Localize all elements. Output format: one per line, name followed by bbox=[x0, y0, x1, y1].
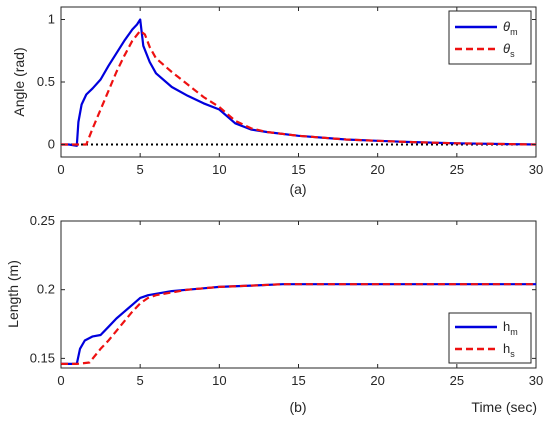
y-tick-label: 0.25 bbox=[30, 213, 55, 228]
y-tick-label: 0 bbox=[48, 137, 55, 152]
panel-caption-a: (a) bbox=[289, 181, 306, 197]
series-line-h-s bbox=[61, 283, 536, 365]
x-tick-label: 10 bbox=[212, 162, 226, 177]
panel-a: 0 5 10 15 20 25 30 00.51 Angle (rad) (a) θm θs bbox=[11, 6, 543, 197]
legend-label-theta-s: θs bbox=[503, 41, 515, 59]
x-tick-label: 25 bbox=[450, 162, 464, 177]
x-tick-label: 5 bbox=[137, 162, 144, 177]
legend-label-theta-m: θm bbox=[503, 19, 518, 37]
legend-a: θm θs bbox=[448, 10, 532, 65]
x-axis-ticks-a: 0 5 10 15 20 25 30 bbox=[57, 7, 543, 177]
x-axis-label-b: Time (sec) bbox=[471, 399, 537, 415]
x-tick-label: 10 bbox=[212, 373, 226, 388]
legend-label-h-m: hm bbox=[503, 319, 518, 337]
x-tick-label: 25 bbox=[450, 373, 464, 388]
y-tick-label: 0.2 bbox=[37, 282, 55, 297]
y-axis-ticks-a: 00.51 bbox=[37, 12, 536, 152]
legend-label-h-s: hs bbox=[503, 341, 515, 359]
series-layer-b bbox=[61, 283, 536, 365]
x-tick-label: 5 bbox=[137, 373, 144, 388]
y-tick-label: 0.15 bbox=[30, 350, 55, 365]
x-tick-label: 30 bbox=[529, 373, 543, 388]
legend-box-b bbox=[448, 312, 532, 364]
x-axis-ticks-b: 0 5 10 15 20 25 30 bbox=[57, 221, 543, 388]
legend-box-a bbox=[448, 10, 532, 65]
x-tick-label: 0 bbox=[57, 373, 64, 388]
x-tick-label: 15 bbox=[291, 162, 305, 177]
y-tick-label: 0.5 bbox=[37, 74, 55, 89]
x-tick-label: 0 bbox=[57, 162, 64, 177]
x-tick-label: 20 bbox=[370, 373, 384, 388]
panel-caption-b: (b) bbox=[289, 399, 306, 415]
x-tick-label: 15 bbox=[291, 373, 305, 388]
y-axis-ticks-b: 0.15 0.2 0.25 bbox=[30, 213, 536, 365]
panel-b: 0 5 10 15 20 25 30 0.150.20.25 Length (m) (b) … bbox=[5, 213, 543, 415]
y-axis-label-b: Length (m) bbox=[5, 260, 21, 328]
series-line-theta-s bbox=[61, 29, 537, 146]
y-tick-label: 1 bbox=[48, 12, 55, 27]
legend-b: hm hs bbox=[448, 312, 532, 364]
x-tick-label: 20 bbox=[370, 162, 384, 177]
y-axis-label-a: Angle (rad) bbox=[11, 47, 27, 116]
x-tick-label: 30 bbox=[529, 162, 543, 177]
series-layer-a bbox=[61, 18, 537, 147]
